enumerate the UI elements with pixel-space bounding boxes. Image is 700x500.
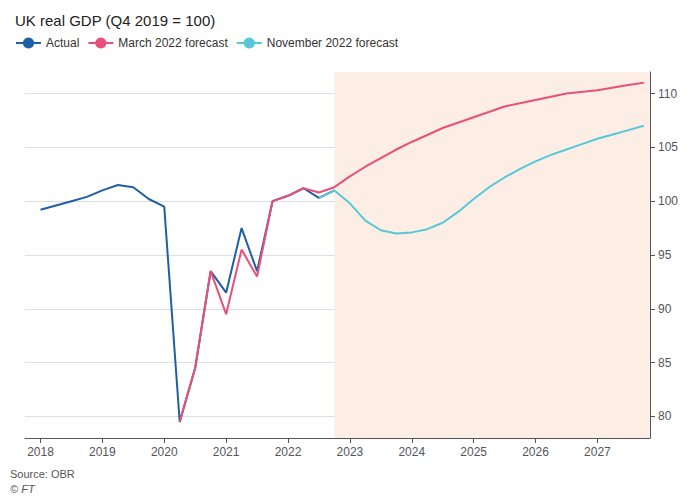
svg-text:2019: 2019: [89, 445, 116, 459]
svg-text:2024: 2024: [398, 445, 425, 459]
svg-text:100: 100: [658, 194, 678, 208]
svg-text:November 2022 forecast: November 2022 forecast: [267, 36, 399, 50]
svg-text:2026: 2026: [522, 445, 549, 459]
svg-text:90: 90: [658, 302, 672, 316]
svg-text:2020: 2020: [151, 445, 178, 459]
svg-text:2025: 2025: [460, 445, 487, 459]
svg-text:2023: 2023: [337, 445, 364, 459]
svg-text:© FT: © FT: [10, 483, 36, 495]
svg-text:85: 85: [658, 356, 672, 370]
svg-text:95: 95: [658, 248, 672, 262]
svg-text:105: 105: [658, 140, 678, 154]
svg-text:2027: 2027: [584, 445, 611, 459]
svg-text:2021: 2021: [213, 445, 240, 459]
svg-text:2018: 2018: [27, 445, 54, 459]
svg-text:Actual: Actual: [46, 36, 79, 50]
svg-text:March 2022 forecast: March 2022 forecast: [118, 36, 228, 50]
svg-text:Source: OBR: Source: OBR: [10, 468, 75, 480]
svg-text:2022: 2022: [275, 445, 302, 459]
svg-text:110: 110: [658, 87, 677, 101]
svg-text:80: 80: [658, 409, 672, 423]
svg-text:UK real GDP (Q4 2019 = 100): UK real GDP (Q4 2019 = 100): [15, 12, 215, 29]
